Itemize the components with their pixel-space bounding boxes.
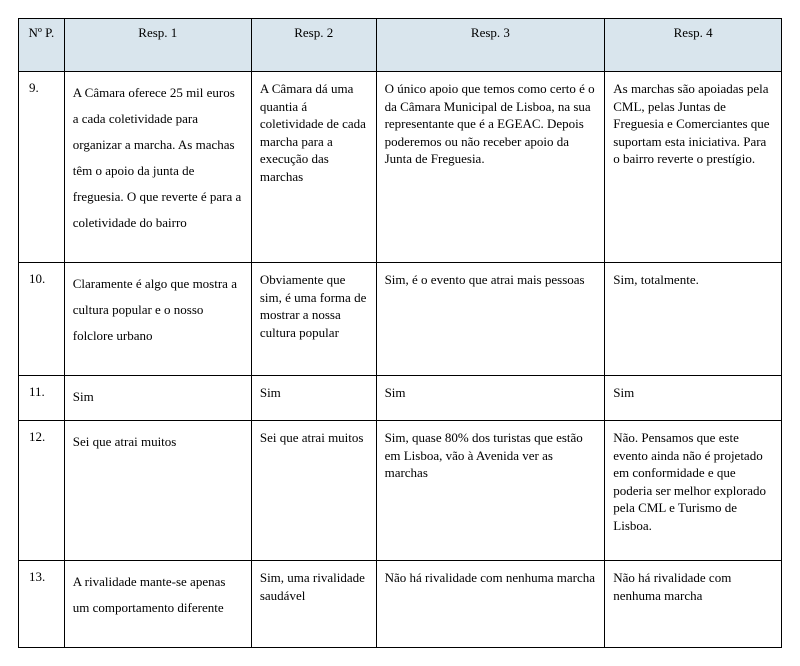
- table-row: 12. Sei que atrai muitos Sei que atrai m…: [19, 421, 782, 561]
- cell-num: 10.: [19, 263, 65, 376]
- cell-num: 9.: [19, 72, 65, 263]
- cell-resp3: Não há rivalidade com nenhuma marcha: [376, 561, 605, 648]
- cell-resp3: Sim, é o evento que atrai mais pessoas: [376, 263, 605, 376]
- cell-resp2: Obviamente que sim, é uma forma de mostr…: [251, 263, 376, 376]
- cell-resp1: A rivalidade mante-se apenas um comporta…: [64, 561, 251, 648]
- header-resp4: Resp. 4: [605, 19, 782, 72]
- cell-resp4: Não há rivalidade com nenhuma marcha: [605, 561, 782, 648]
- table-row: 10. Claramente é algo que mostra a cultu…: [19, 263, 782, 376]
- cell-resp1: Sim: [64, 376, 251, 421]
- cell-resp2: Sei que atrai muitos: [251, 421, 376, 561]
- table-row: 13. A rivalidade mante-se apenas um comp…: [19, 561, 782, 648]
- table-row: 9. A Câmara oferece 25 mil euros a cada …: [19, 72, 782, 263]
- cell-num: 12.: [19, 421, 65, 561]
- cell-num: 11.: [19, 376, 65, 421]
- cell-resp3: Sim: [376, 376, 605, 421]
- cell-resp3: O único apoio que temos como certo é o d…: [376, 72, 605, 263]
- table-header-row: Nº P. Resp. 1 Resp. 2 Resp. 3 Resp. 4: [19, 19, 782, 72]
- responses-table: Nº P. Resp. 1 Resp. 2 Resp. 3 Resp. 4 9.…: [18, 18, 782, 648]
- cell-resp2: A Câmara dá uma quantia á coletividade d…: [251, 72, 376, 263]
- header-resp1: Resp. 1: [64, 19, 251, 72]
- cell-num: 13.: [19, 561, 65, 648]
- header-num: Nº P.: [19, 19, 65, 72]
- header-resp2: Resp. 2: [251, 19, 376, 72]
- cell-resp1: A Câmara oferece 25 mil euros a cada col…: [64, 72, 251, 263]
- table-row: 11. Sim Sim Sim Sim: [19, 376, 782, 421]
- cell-resp2: Sim: [251, 376, 376, 421]
- cell-resp4: Sim: [605, 376, 782, 421]
- cell-resp4: Não. Pensamos que este evento ainda não …: [605, 421, 782, 561]
- cell-resp4: As marchas são apoiadas pela CML, pelas …: [605, 72, 782, 263]
- cell-resp1: Claramente é algo que mostra a cultura p…: [64, 263, 251, 376]
- cell-resp2: Sim, uma rivalidade saudável: [251, 561, 376, 648]
- header-resp3: Resp. 3: [376, 19, 605, 72]
- cell-resp1: Sei que atrai muitos: [64, 421, 251, 561]
- cell-resp4: Sim, totalmente.: [605, 263, 782, 376]
- cell-resp3: Sim, quase 80% dos turistas que estão em…: [376, 421, 605, 561]
